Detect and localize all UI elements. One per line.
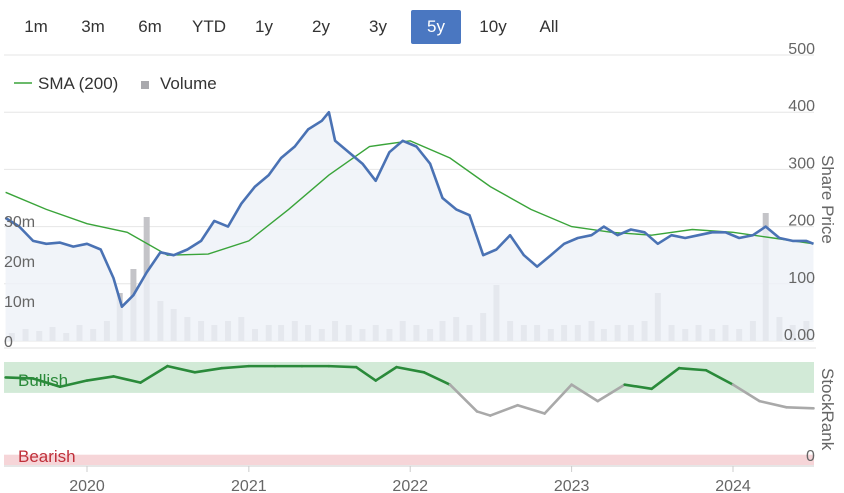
price-tick-label: 500 [788, 41, 815, 58]
volume-tick-label: 20m [4, 254, 35, 271]
price-tick-label: 0.00 [784, 327, 815, 344]
stockrank-segment [374, 365, 398, 382]
volume-axis-ticks: 30m 20m 10m 0 [4, 214, 35, 351]
bullish-zone [4, 362, 814, 393]
stockrank-segment [354, 365, 378, 382]
bearish-zone [4, 454, 814, 465]
stockrank-segment [85, 375, 115, 382]
volume-tick-label: 10m [4, 294, 35, 311]
price-area [5, 112, 814, 341]
x-tick-label: 2020 [69, 478, 105, 493]
x-axis: 2020 2021 2022 2023 2024 [4, 465, 814, 493]
stockrank-segment [395, 365, 426, 374]
stockrank-segment [704, 368, 735, 386]
legend[interactable]: SMA (200) Volume [14, 74, 217, 93]
stockrank-segment [758, 399, 788, 409]
bearish-label: Bearish [18, 447, 76, 466]
volume-legend-label[interactable]: Volume [160, 74, 217, 93]
stockrank-segment [650, 366, 681, 391]
range-button-10y[interactable]: 10y [479, 17, 507, 36]
volume-tick-label: 0 [4, 334, 13, 351]
stockrank-segment [327, 364, 358, 369]
price-area-fill [5, 112, 814, 341]
volume-tick-label: 30m [4, 214, 35, 231]
stockrank-segment [488, 403, 519, 417]
sma-legend-label[interactable]: SMA (200) [38, 74, 118, 93]
range-button-ytd[interactable]: YTD [192, 17, 226, 36]
stockrank-segment [516, 403, 546, 415]
stockrank-segment [166, 364, 197, 374]
x-tick-label: 2024 [715, 478, 751, 493]
stockrank-segment [193, 366, 224, 374]
range-selector: 1m 3m 6m YTD 1y 2y 3y 5y 10y All [0, 0, 844, 46]
stockrank-segment [4, 376, 35, 380]
stockrank-segment [677, 366, 708, 372]
share-price-axis-label: Share Price [818, 155, 837, 244]
price-line [4, 110, 814, 308]
range-button-3y[interactable]: 3y [369, 17, 387, 36]
price-tick-label: 100 [788, 270, 815, 287]
price-tick-label: 400 [788, 98, 815, 115]
stockrank-segment [596, 383, 626, 403]
stockrank-segment [475, 410, 492, 417]
price-series-line [4, 110, 814, 308]
volume-legend-swatch [141, 81, 149, 89]
stockrank-segment [58, 379, 89, 389]
range-button-1m[interactable]: 1m [24, 17, 48, 36]
stockrank-segment [785, 406, 815, 410]
stockrank-segment [623, 383, 653, 391]
range-button-5y[interactable]: 5y [411, 10, 461, 44]
stockrank-zero-tick: 0 [806, 448, 815, 465]
range-button-1y[interactable]: 1y [255, 17, 273, 36]
stockrank-segment [570, 383, 599, 403]
stockrank-segment [422, 370, 452, 386]
range-button-3m[interactable]: 3m [81, 17, 105, 36]
sma-line [5, 140, 814, 256]
stockrank-segment [543, 383, 573, 415]
sma-series-line [5, 140, 814, 256]
stockrank-segment [220, 364, 251, 370]
price-tick-label: 200 [788, 213, 815, 230]
stockrank-segment [139, 364, 169, 384]
stockrank-axis-label: StockRank [818, 368, 837, 451]
stockrank-segment [112, 375, 142, 384]
stockrank-panel: Bullish Bearish 0 StockRank [4, 362, 837, 466]
x-tick-label: 2022 [392, 478, 428, 493]
stockrank-segment [31, 377, 62, 389]
x-tick-label: 2021 [231, 478, 267, 493]
x-tick-label: 2023 [554, 478, 590, 493]
stockrank-segment [448, 383, 479, 413]
stockrank-segment [731, 383, 761, 403]
stockrank-line [4, 364, 815, 417]
range-button-2y[interactable]: 2y [312, 17, 330, 36]
price-axis-ticks: 500 400 300 200 100 0.00 [784, 41, 815, 344]
range-button-all[interactable]: All [539, 17, 559, 36]
range-button-6m[interactable]: 6m [138, 17, 162, 36]
price-tick-label: 300 [788, 155, 815, 172]
